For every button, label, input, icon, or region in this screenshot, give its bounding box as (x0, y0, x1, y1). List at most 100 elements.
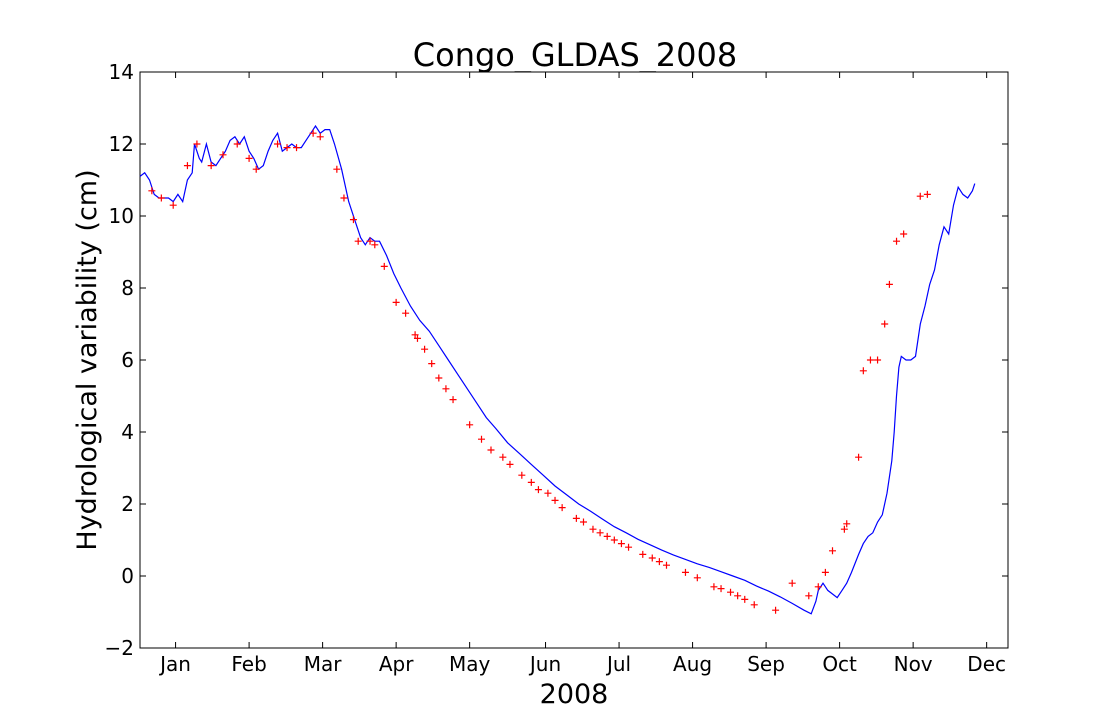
data-point-48 (617, 540, 625, 548)
data-point-76 (893, 237, 901, 245)
x-tick-label-feb: Feb (231, 652, 266, 676)
y-tick-label: 2 (121, 492, 134, 516)
data-point-23 (402, 309, 410, 317)
x-tick-label-oct: Oct (822, 652, 857, 676)
data-point-56 (710, 583, 718, 591)
data-point-79 (923, 190, 931, 198)
data-point-46 (603, 532, 611, 540)
x-tick-label-nov: Nov (894, 652, 933, 676)
x-tick-label-mar: Mar (304, 652, 343, 676)
data-point-68 (840, 525, 848, 533)
data-point-47 (610, 536, 618, 544)
y-axis-label: Hydrological variability (cm) (72, 169, 103, 550)
data-point-62 (772, 606, 780, 614)
data-point-53 (662, 561, 670, 569)
data-point-37 (527, 478, 535, 486)
data-point-21 (380, 262, 388, 270)
data-point-32 (478, 435, 486, 443)
data-point-33 (487, 446, 495, 454)
data-point-52 (655, 558, 663, 566)
data-point-30 (449, 396, 457, 404)
x-tick-labels: Jan Feb Mar Apr May Jun Jul Aug Sep Oct Nov Dec (158, 652, 1006, 676)
data-point-13 (309, 129, 317, 137)
data-point-14 (316, 133, 324, 141)
data-point-27 (428, 360, 436, 368)
data-point-12 (293, 144, 301, 152)
x-tick-label-dec: Dec (967, 652, 1006, 676)
data-point-20 (371, 241, 379, 249)
data-point-78 (916, 192, 924, 200)
data-point-66 (821, 568, 829, 576)
x-tick-label-apr: Apr (379, 652, 414, 676)
data-point-42 (572, 514, 580, 522)
series-line-0 (139, 124, 976, 615)
x-tick-label-jan: Jan (158, 652, 191, 676)
data-point-61 (750, 601, 758, 609)
data-point-1 (157, 194, 165, 202)
data-point-5 (207, 162, 215, 170)
data-point-22 (392, 298, 400, 306)
data-point-50 (639, 550, 647, 558)
data-point-60 (741, 595, 749, 603)
data-point-69 (843, 520, 851, 528)
y-tick-label: 10 (109, 204, 134, 228)
x-tick-label-sep: Sep (747, 652, 785, 676)
data-point-38 (534, 486, 542, 494)
data-point-65 (814, 583, 822, 591)
data-point-39 (544, 489, 552, 497)
data-point-0 (148, 187, 156, 195)
data-point-28 (435, 374, 443, 382)
data-point-63 (788, 579, 796, 587)
data-point-31 (466, 421, 474, 429)
data-point-77 (900, 230, 908, 238)
data-point-36 (518, 471, 526, 479)
y-tick-labels: −2 0 2 4 6 8 10 12 14 (105, 60, 134, 660)
data-point-2 (169, 201, 177, 209)
data-point-9 (252, 165, 260, 173)
data-point-40 (551, 496, 559, 504)
data-point-59 (734, 592, 742, 600)
y-tick-label: −2 (105, 636, 134, 660)
data-point-72 (866, 356, 874, 364)
data-point-45 (596, 529, 604, 537)
data-point-4 (193, 140, 201, 148)
x-tick-label-may: May (449, 652, 491, 676)
data-point-35 (506, 460, 514, 468)
data-point-44 (589, 525, 597, 533)
data-point-49 (625, 543, 633, 551)
data-point-19 (366, 237, 374, 245)
x-tick-label-aug: Aug (673, 652, 712, 676)
data-point-25 (413, 334, 421, 342)
y-tick-label: 0 (121, 564, 134, 588)
series-markers-1 (148, 129, 931, 614)
y-tick-label: 14 (109, 60, 134, 84)
data-point-54 (681, 568, 689, 576)
data-point-16 (340, 194, 348, 202)
data-point-75 (885, 280, 893, 288)
data-point-43 (579, 518, 587, 526)
data-point-57 (717, 585, 725, 593)
y-tick-label: 4 (121, 420, 134, 444)
plot-frame (139, 71, 1009, 649)
data-point-10 (274, 140, 282, 148)
data-point-11 (283, 144, 291, 152)
data-point-73 (874, 356, 882, 364)
data-point-74 (881, 320, 889, 328)
series-layer (139, 124, 976, 615)
data-point-8 (245, 154, 253, 162)
data-point-55 (693, 574, 701, 582)
data-point-70 (855, 453, 863, 461)
data-point-71 (859, 367, 867, 375)
data-point-17 (349, 216, 357, 224)
data-point-18 (354, 237, 362, 245)
data-point-51 (648, 554, 656, 562)
data-point-34 (499, 453, 507, 461)
data-point-26 (421, 345, 429, 353)
data-point-24 (411, 331, 419, 339)
y-tick-label: 12 (109, 132, 134, 156)
plot-area (139, 71, 1009, 649)
x-tick-label-jul: Jul (605, 652, 631, 676)
data-point-58 (727, 588, 735, 596)
data-point-3 (183, 162, 191, 170)
